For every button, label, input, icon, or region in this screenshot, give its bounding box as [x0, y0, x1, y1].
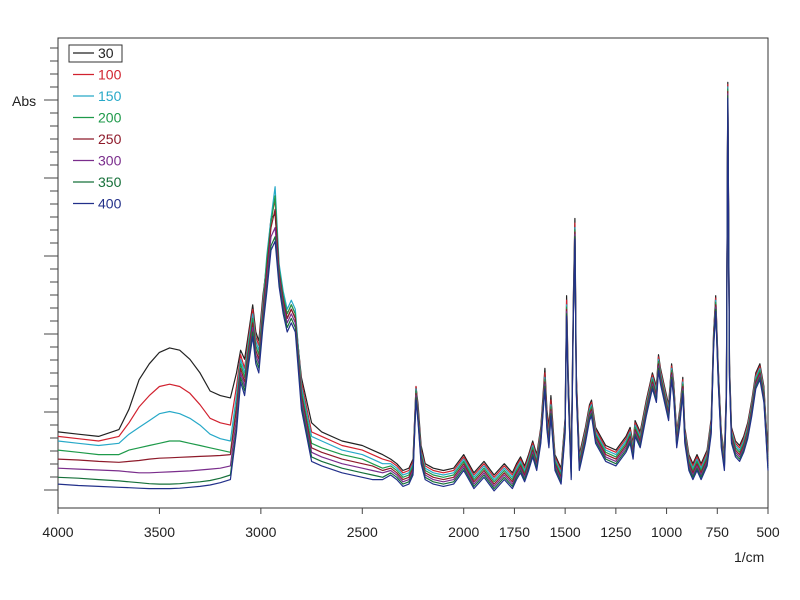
y-axis-ticks: [44, 47, 58, 491]
series-line-300: [57, 93, 769, 487]
x-axis-ticks: 4000 3500 3000 2500 2000 1750 1500 1250 1000 750 5…: [42, 508, 780, 540]
legend-label-100: 100: [98, 67, 122, 83]
x-tick-label: 4000: [42, 524, 73, 540]
legend-label-200: 200: [98, 110, 122, 126]
legend-label-150: 150: [98, 88, 122, 104]
y-axis-title: Abs: [12, 93, 36, 109]
legend-selected-box: [68, 44, 123, 63]
legend-label-350: 350: [98, 174, 122, 190]
x-axis-title: 1/cm: [734, 549, 764, 565]
x-tick-label: 2500: [347, 524, 378, 540]
legend-label-250: 250: [98, 131, 122, 147]
legend-label-400: 400: [98, 196, 122, 212]
series-line-150: [57, 86, 769, 481]
series-line-250: [57, 90, 769, 485]
series-lines: [57, 81, 769, 492]
x-tick-label: 500: [756, 524, 780, 540]
x-tick-label: 750: [706, 524, 730, 540]
x-tick-label: 3000: [245, 524, 276, 540]
legend: 30 100 150 200 250 300 350 400: [68, 44, 123, 212]
x-tick-label: 1500: [550, 524, 581, 540]
series-line-350: [57, 95, 769, 490]
series-line-200: [57, 88, 769, 483]
x-tick-label: 3500: [144, 524, 175, 540]
series-line-30: [57, 81, 769, 476]
legend-label-30: 30: [98, 45, 114, 61]
x-tick-label: 1250: [600, 524, 631, 540]
series-line-400: [57, 97, 769, 492]
x-tick-label: 1750: [499, 524, 530, 540]
series-line-100: [57, 84, 769, 478]
x-tick-label: 2000: [448, 524, 479, 540]
x-tick-label: 1000: [651, 524, 682, 540]
legend-label-300: 300: [98, 153, 122, 169]
plot-frame: [57, 37, 769, 509]
